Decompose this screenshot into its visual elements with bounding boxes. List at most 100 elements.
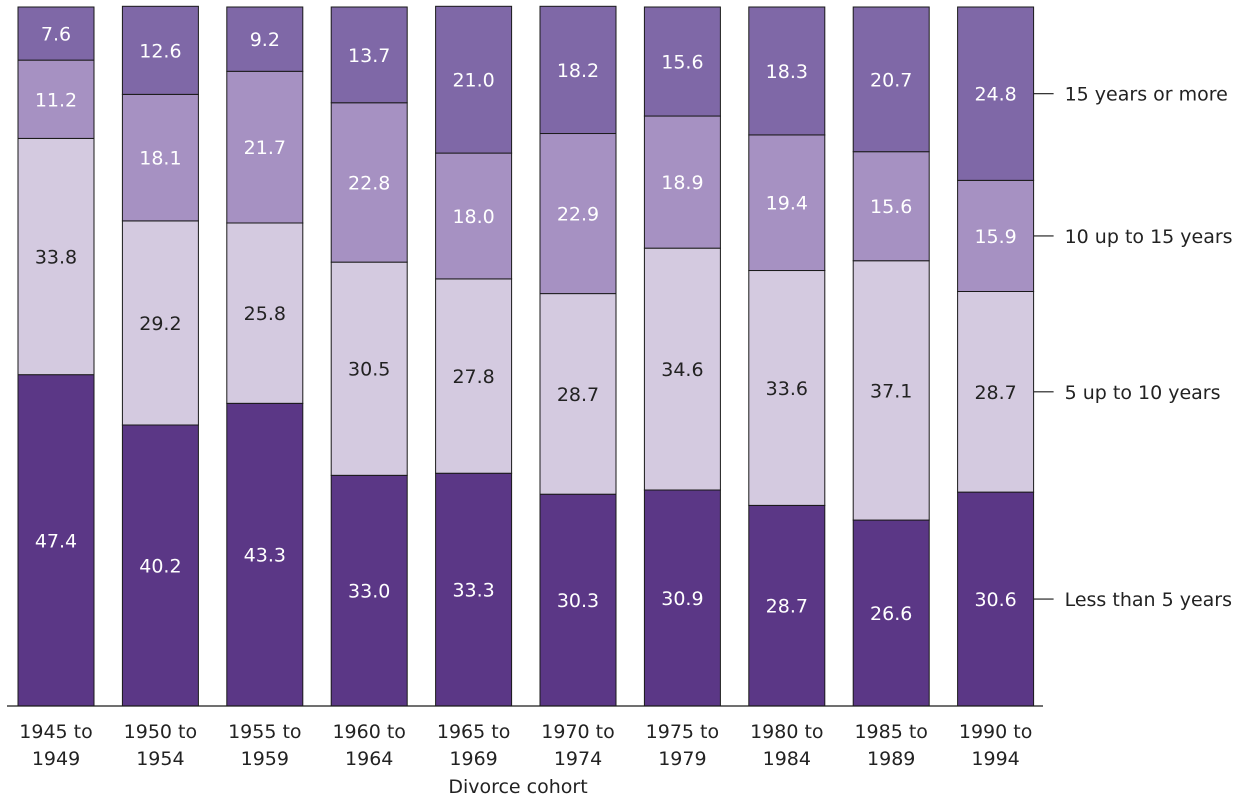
data-label: 7.6 — [41, 24, 71, 46]
data-label: 12.6 — [139, 40, 181, 62]
bar-segment — [435, 472, 513, 707]
data-label: 19.4 — [766, 193, 808, 215]
data-label: 21.0 — [452, 70, 494, 92]
bar-segment — [852, 519, 930, 707]
x-tick-label: 1955 to — [228, 721, 301, 743]
data-label: 33.0 — [348, 581, 390, 603]
data-label: 21.7 — [244, 137, 286, 159]
bar-segment — [226, 6, 304, 72]
legend-label: 5 up to 10 years — [1065, 382, 1221, 404]
bar-segment — [748, 504, 826, 707]
data-label: 15.6 — [661, 52, 703, 74]
x-tick-label: 1954 — [136, 748, 184, 770]
data-label: 18.1 — [139, 148, 181, 170]
data-label: 18.2 — [557, 60, 599, 82]
bar-segment — [17, 137, 95, 376]
x-tick-label: 1979 — [658, 748, 706, 770]
x-tick-label: 1975 to — [646, 721, 719, 743]
bar-segment — [643, 247, 721, 491]
data-label: 18.9 — [661, 172, 703, 194]
x-tick-label: 1964 — [345, 748, 393, 770]
data-label: 22.9 — [557, 204, 599, 226]
bar-segment — [435, 278, 513, 474]
data-label: 11.2 — [35, 89, 77, 111]
legend-label: Less than 5 years — [1065, 589, 1232, 611]
bar-segment — [435, 5, 513, 154]
bar-segment — [330, 474, 408, 707]
bar-segment — [643, 6, 721, 117]
data-label: 30.5 — [348, 359, 390, 381]
data-label: 37.1 — [870, 380, 912, 402]
bar-segment — [226, 222, 304, 404]
bar-segment — [17, 374, 95, 707]
x-tick-label: 1965 to — [437, 721, 510, 743]
bar-segment — [643, 489, 721, 707]
bar-segment — [330, 6, 408, 104]
data-label: 18.3 — [766, 61, 808, 83]
data-label: 29.2 — [139, 313, 181, 335]
bar-segment — [852, 6, 930, 153]
data-label: 27.8 — [452, 366, 494, 388]
x-tick-label: 1984 — [763, 748, 811, 770]
bar-segment — [121, 424, 199, 707]
x-tick-label: 1985 to — [854, 721, 927, 743]
data-label: 30.3 — [557, 590, 599, 612]
bar-segment — [748, 6, 826, 136]
x-tick-label: 1994 — [971, 748, 1019, 770]
data-label: 33.3 — [452, 580, 494, 602]
data-label: 20.7 — [870, 69, 912, 91]
bar-segment — [121, 220, 199, 426]
data-label: 30.6 — [974, 589, 1016, 611]
data-label: 15.9 — [974, 226, 1016, 248]
bar-segment — [957, 6, 1035, 181]
data-label: 28.7 — [557, 384, 599, 406]
bar-segment — [852, 151, 930, 262]
data-label: 24.8 — [974, 84, 1016, 106]
data-label: 26.6 — [870, 603, 912, 625]
data-label: 30.9 — [661, 588, 703, 610]
x-tick-label: 1959 — [241, 748, 289, 770]
data-label: 18.0 — [452, 206, 494, 228]
data-label: 43.3 — [244, 545, 286, 567]
data-label: 9.2 — [250, 29, 280, 51]
bar-segment — [957, 290, 1035, 493]
x-tick-label: 1960 to — [332, 721, 405, 743]
data-label: 13.7 — [348, 45, 390, 67]
x-tick-label: 1980 to — [750, 721, 823, 743]
bar-segment — [435, 152, 513, 280]
data-label: 22.8 — [348, 172, 390, 194]
data-label: 28.7 — [766, 596, 808, 618]
x-tick-label: 1950 to — [124, 721, 197, 743]
x-tick-label: 1969 — [449, 748, 497, 770]
bar-segment — [330, 102, 408, 263]
bar-segment — [121, 5, 199, 95]
data-label: 40.2 — [139, 556, 181, 578]
bar-segment — [121, 93, 199, 222]
legend-label: 10 up to 15 years — [1065, 226, 1233, 248]
bar-segment — [852, 260, 930, 521]
data-label: 33.6 — [766, 378, 808, 400]
x-tick-label: 1949 — [32, 748, 80, 770]
bar-segment — [643, 115, 721, 249]
x-tick-label: 1974 — [554, 748, 602, 770]
bar-segment — [539, 133, 617, 295]
bar-segment — [539, 5, 617, 135]
x-tick-label: 1970 to — [541, 721, 614, 743]
data-label: 47.4 — [35, 530, 77, 552]
bar-segment — [957, 491, 1035, 707]
data-label: 25.8 — [244, 303, 286, 325]
x-tick-label: 1989 — [867, 748, 915, 770]
x-axis-title: Divorce cohort — [448, 776, 588, 798]
x-tick-label: 1945 to — [19, 721, 92, 743]
data-label: 33.8 — [35, 247, 77, 269]
bar-segment — [226, 70, 304, 224]
data-label: 15.6 — [870, 196, 912, 218]
bar-segment — [539, 493, 617, 707]
bar-segment — [748, 270, 826, 506]
bar-segment — [17, 6, 95, 61]
x-tick-label: 1990 to — [959, 721, 1032, 743]
legend-label: 15 years or more — [1065, 84, 1228, 106]
data-label: 28.7 — [974, 382, 1016, 404]
data-label: 34.6 — [661, 359, 703, 381]
